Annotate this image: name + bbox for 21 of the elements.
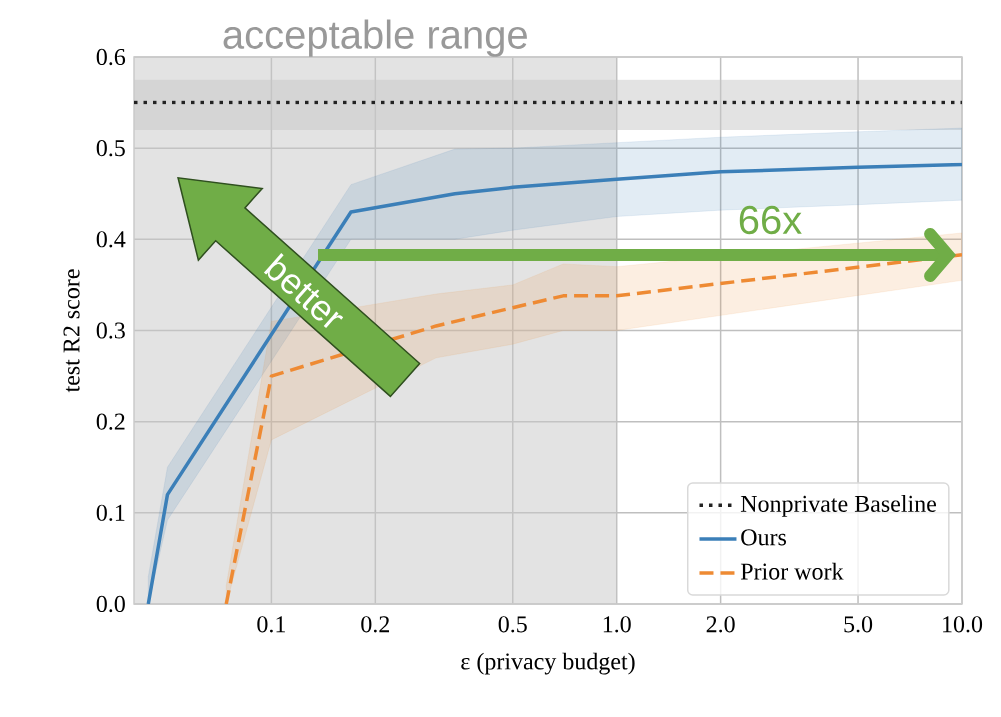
- y-axis-title: test R2 score: [63, 269, 80, 393]
- y-tick-label: 0.2: [96, 413, 125, 430]
- x-tick-label: 10.0: [943, 616, 983, 633]
- y-tick-label: 0.0: [96, 595, 125, 613]
- legend-label: Prior work: [740, 562, 844, 580]
- x-tick-label: 0.1: [257, 616, 285, 633]
- x-tick-label: 0.2: [361, 616, 390, 633]
- x-axis-title: ε (privacy budget): [461, 652, 635, 675]
- y-tick-label: 0.1: [96, 504, 125, 521]
- y-tick-label: 0.3: [96, 322, 125, 339]
- x-tick-label: 0.5: [498, 616, 527, 633]
- legend-label: Ours: [741, 529, 787, 546]
- x-tick-label: 5.0: [844, 616, 873, 633]
- legend-label: Nonprivate Baseline: [740, 495, 937, 517]
- y-tick-label: 0.4: [96, 231, 126, 248]
- y-tick-label: 0.5: [96, 140, 125, 157]
- y-tick-label: 0.6: [96, 48, 126, 66]
- x-tick-label: 1.0: [603, 616, 631, 633]
- x-tick-label: 2.0: [706, 616, 735, 633]
- band-label: acceptable range: [223, 19, 527, 57]
- annotation: 66x: [739, 205, 802, 235]
